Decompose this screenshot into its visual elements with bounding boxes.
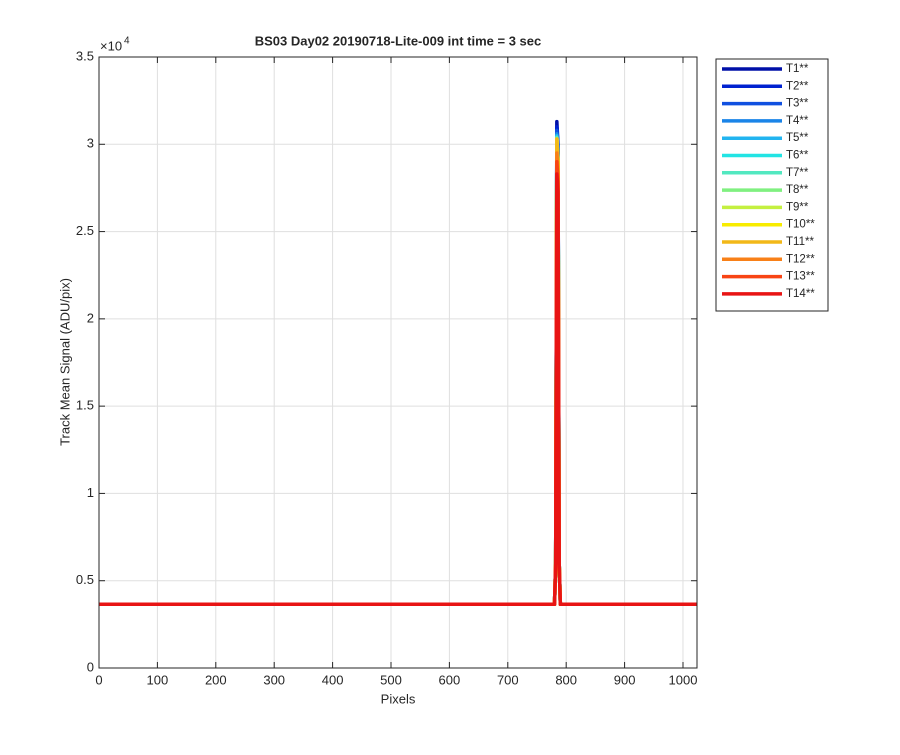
legend-label: T4** — [786, 115, 809, 127]
x-tick-label: 700 — [497, 672, 519, 687]
y-tick-label: 3 — [87, 136, 94, 151]
legend-label: T6** — [786, 150, 809, 162]
legend-label: T14** — [786, 288, 815, 300]
lines — [99, 119, 697, 607]
x-tick-label: 0 — [95, 672, 102, 687]
legend-label: T3** — [786, 98, 809, 110]
legend-box — [715, 58, 829, 312]
plot-area — [99, 57, 697, 668]
legend-label: T12** — [786, 253, 815, 265]
x-tick-label: 400 — [322, 672, 344, 687]
x-tick-label: 500 — [380, 672, 402, 687]
legend-label: T1** — [786, 63, 809, 75]
legend-label: T2** — [786, 80, 809, 92]
x-tick-label: 600 — [439, 672, 461, 687]
x-tick-label: 900 — [614, 672, 636, 687]
legend: T1** T2** T3** T4** T5** T6** T7** T8** T9** T10*… — [722, 63, 815, 300]
y-axis-label: Track Mean Signal (ADU/pix) — [57, 278, 72, 446]
legend-label: T11** — [786, 236, 814, 248]
axes-box — [98, 56, 698, 669]
legend-label: T13** — [786, 271, 815, 283]
x-axis-label: Pixels — [381, 691, 416, 706]
x-tick-label: 100 — [147, 672, 169, 687]
legend-label: T7** — [786, 167, 809, 179]
legend-label: T9** — [786, 201, 809, 213]
legend-label: T8** — [786, 184, 809, 196]
x-tick-label: 1000 — [669, 672, 698, 687]
x-tick-label: 300 — [263, 672, 285, 687]
y-tick-label: 1.5 — [76, 398, 94, 413]
x-tick-label: 800 — [555, 672, 577, 687]
series-line — [99, 172, 697, 607]
chart-title: BS03 Day02 20190718-Lite-009 int time = … — [255, 33, 542, 48]
legend-label: T5** — [786, 132, 809, 144]
y-tick-label: 1 — [87, 485, 94, 500]
y-tick-label: 2 — [87, 310, 94, 325]
x-tick-label: 200 — [205, 672, 227, 687]
ticks: 0 100 200 300 400 500 600 700 800 900 1000 0 0.5 1 1.5… — [76, 48, 698, 687]
y-tick-label: 0 — [87, 659, 94, 674]
y-tick-label: 3.5 — [76, 48, 94, 63]
y-tick-label: 0.5 — [76, 572, 94, 587]
y-multiplier-power: 4 — [124, 36, 130, 47]
y-tick-label: 2.5 — [76, 223, 94, 238]
legend-label: T10** — [786, 219, 815, 231]
y-multiplier: ×10 — [100, 38, 122, 53]
